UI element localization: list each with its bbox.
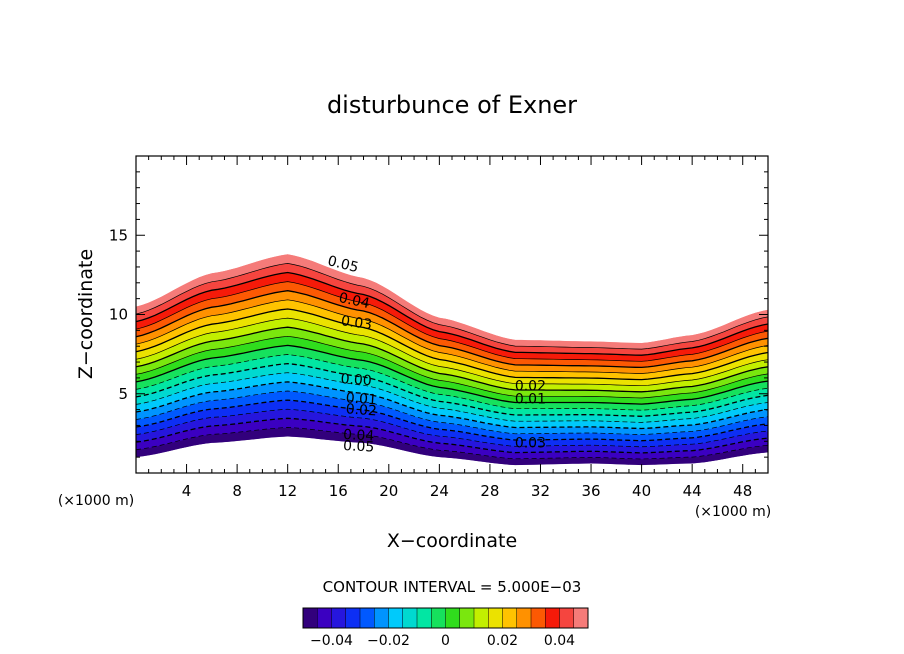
contour-line: [135, 390, 769, 435]
colorbar-cell: [388, 608, 404, 628]
colorbar-cell: [488, 608, 503, 628]
contour-line: [135, 263, 769, 350]
contour-line: [135, 335, 769, 399]
colorbar-cell: [445, 608, 461, 628]
x-tick-label: 44: [683, 482, 702, 500]
contour-label: 0.04: [343, 427, 375, 445]
y-tick-label: 15: [109, 226, 128, 244]
contour-line: [135, 399, 769, 442]
colorbar-tick-label: −0.04: [310, 633, 353, 649]
contour-interval-label: CONTOUR INTERVAL = 5.000E−03: [323, 578, 582, 596]
contour-line: [135, 362, 769, 417]
colorbar-cell: [559, 608, 575, 628]
colorbar-frame: [302, 607, 589, 629]
contour-line: [135, 354, 769, 411]
x-unit-label-left: (×1000 m): [58, 493, 134, 509]
contour-label: 0.04: [337, 290, 371, 312]
colorbar-cell: [545, 608, 560, 628]
y-tick-label: 5: [118, 385, 128, 403]
colorbar-cell: [402, 608, 418, 628]
contour-line: [135, 308, 769, 381]
contour-lines: [135, 263, 769, 460]
chart-title: disturbunce of Exner: [327, 91, 577, 119]
colorbar-cell: [474, 608, 489, 628]
contour-line: [135, 417, 769, 454]
contour-line: [135, 317, 769, 387]
contour-line: [135, 427, 769, 460]
x-tick-label: 24: [430, 482, 449, 500]
x-tick-label: 8: [232, 482, 242, 500]
y-axis-ticks: 5 10 15: [109, 171, 768, 458]
colorbar: −0.04 −0.02 0 0.02 0.04: [302, 607, 589, 649]
colorbar-tick-label: 0: [441, 633, 450, 649]
y-axis-label: Z−coordinate: [75, 249, 97, 379]
contour-fill: [136, 254, 768, 466]
colorbar-cell: [345, 608, 361, 628]
contour-line: [135, 290, 769, 369]
colorbar-tick-label: −0.02: [367, 633, 410, 649]
x-tick-label: 4: [182, 482, 192, 500]
contour-label: 0.03: [515, 436, 546, 452]
y-tick-label: 10: [109, 306, 128, 324]
contour-line: [135, 344, 769, 405]
contour-line: [135, 408, 769, 448]
plot-area: 0.050.040.030.000.010.020.040.050.020.01…: [109, 155, 769, 500]
colorbar-tick-label: 0.02: [487, 633, 518, 649]
contour-label: 0.00: [340, 371, 372, 389]
contour-label: 0.05: [343, 438, 375, 456]
contour-line: [135, 326, 769, 393]
x-tick-label: 12: [278, 482, 297, 500]
x-tick-label: 36: [581, 482, 600, 500]
x-unit-label-right: (×1000 m): [695, 504, 771, 520]
x-axis-ticks: 4 8 12 16 20 24 28 32 36 40 44 48: [148, 156, 756, 500]
contour-label: 0.02: [515, 379, 546, 395]
x-tick-label: 20: [379, 482, 398, 500]
colorbar-cell: [417, 608, 432, 628]
x-tick-label: 48: [733, 482, 752, 500]
contour-line: [135, 281, 769, 362]
contour-labels: 0.050.040.030.000.010.020.040.050.020.01…: [326, 253, 546, 456]
contour-label: 0.01: [515, 391, 546, 407]
x-tick-label: 28: [480, 482, 499, 500]
contour-line: [135, 299, 769, 374]
colorbar-cell: [331, 608, 347, 628]
colorbar-cell: [531, 608, 546, 628]
contour-label: 0.05: [326, 253, 360, 276]
contour-line: [135, 372, 769, 423]
x-tick-label: 32: [531, 482, 550, 500]
colorbar-cell: [431, 608, 446, 628]
contour-line: [135, 271, 769, 356]
colorbar-cell: [374, 608, 389, 628]
colorbar-cell: [502, 608, 518, 628]
colorbar-cell: [317, 608, 332, 628]
colorbar-cell: [303, 608, 318, 628]
colorbar-cell: [459, 608, 475, 628]
contour-label: 0.02: [345, 401, 377, 419]
colorbar-cell: [360, 608, 375, 628]
contour-label: 0.01: [345, 390, 377, 408]
x-tick-label: 40: [632, 482, 651, 500]
contour-label: 0.03: [340, 313, 373, 333]
colorbar-cell: [573, 608, 589, 628]
x-tick-label: 16: [329, 482, 348, 500]
colorbar-cell: [516, 608, 532, 628]
colorbar-tick-label: 0.04: [544, 633, 575, 649]
x-axis-label: X−coordinate: [387, 530, 517, 552]
contour-line: [135, 381, 769, 430]
